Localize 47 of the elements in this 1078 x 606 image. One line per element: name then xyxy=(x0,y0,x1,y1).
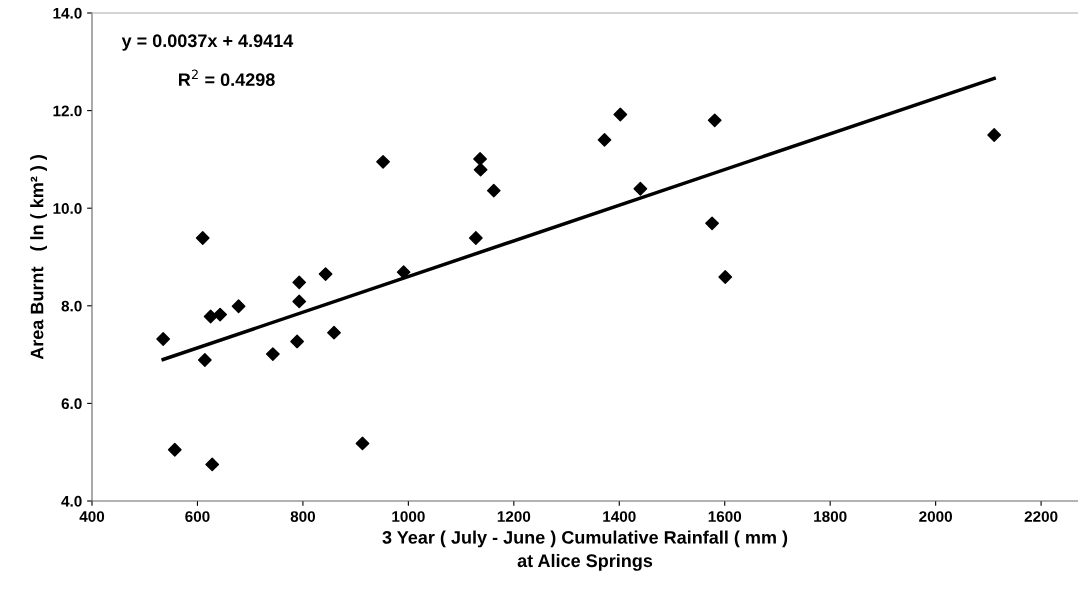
point xyxy=(292,294,307,309)
point xyxy=(195,231,210,245)
y-tick-label: 12.0 xyxy=(53,105,82,117)
point xyxy=(613,107,628,122)
y-tick-label: 8.0 xyxy=(61,300,82,312)
point xyxy=(327,325,341,340)
point xyxy=(376,154,390,169)
x-tick-label: 1600 xyxy=(708,511,742,522)
x-axis-title: 3 Year ( July - June ) Cumulative Rainfall ( mm ) at Alice Springs xyxy=(382,530,788,571)
x-tick-label: 1000 xyxy=(392,511,425,522)
point xyxy=(486,183,501,198)
point xyxy=(290,334,305,349)
point xyxy=(292,275,307,290)
point xyxy=(705,216,719,231)
x-tick-label: 1800 xyxy=(814,511,847,522)
point xyxy=(355,436,370,451)
point xyxy=(597,132,612,147)
point xyxy=(265,347,280,362)
point xyxy=(213,307,228,322)
point xyxy=(473,152,487,166)
point xyxy=(633,181,648,196)
point xyxy=(156,332,171,346)
x-tick-label: 2200 xyxy=(1024,511,1058,522)
point xyxy=(203,309,218,324)
y-tick-label: 10.0 xyxy=(53,203,82,214)
point xyxy=(318,267,333,281)
y-tick-label: 6.0 xyxy=(61,398,82,410)
point xyxy=(205,457,220,472)
y-axis-title: Area Burnt ( ln ( km² ) ) xyxy=(30,155,47,360)
point xyxy=(718,270,733,284)
x-tick-label: 1400 xyxy=(603,511,636,522)
point xyxy=(468,231,483,245)
x-tick-label: 600 xyxy=(185,511,210,522)
point xyxy=(987,128,1002,142)
point xyxy=(473,162,488,177)
point xyxy=(197,353,212,367)
x-tick-label: 800 xyxy=(290,511,316,522)
point xyxy=(231,299,246,314)
x-tick-label: 1200 xyxy=(497,511,531,522)
x-tick-label: 400 xyxy=(79,511,105,522)
annotation: y = 0.0037x + 4.9414 xyxy=(121,34,294,51)
y-tick-label: 4.0 xyxy=(61,495,82,507)
x-tick-label: 2000 xyxy=(919,511,953,522)
annotation: R$^{2}$ = 0.4298 xyxy=(178,69,275,87)
point xyxy=(167,442,182,457)
point xyxy=(707,113,722,128)
y-tick-label: 14.0 xyxy=(53,7,82,19)
